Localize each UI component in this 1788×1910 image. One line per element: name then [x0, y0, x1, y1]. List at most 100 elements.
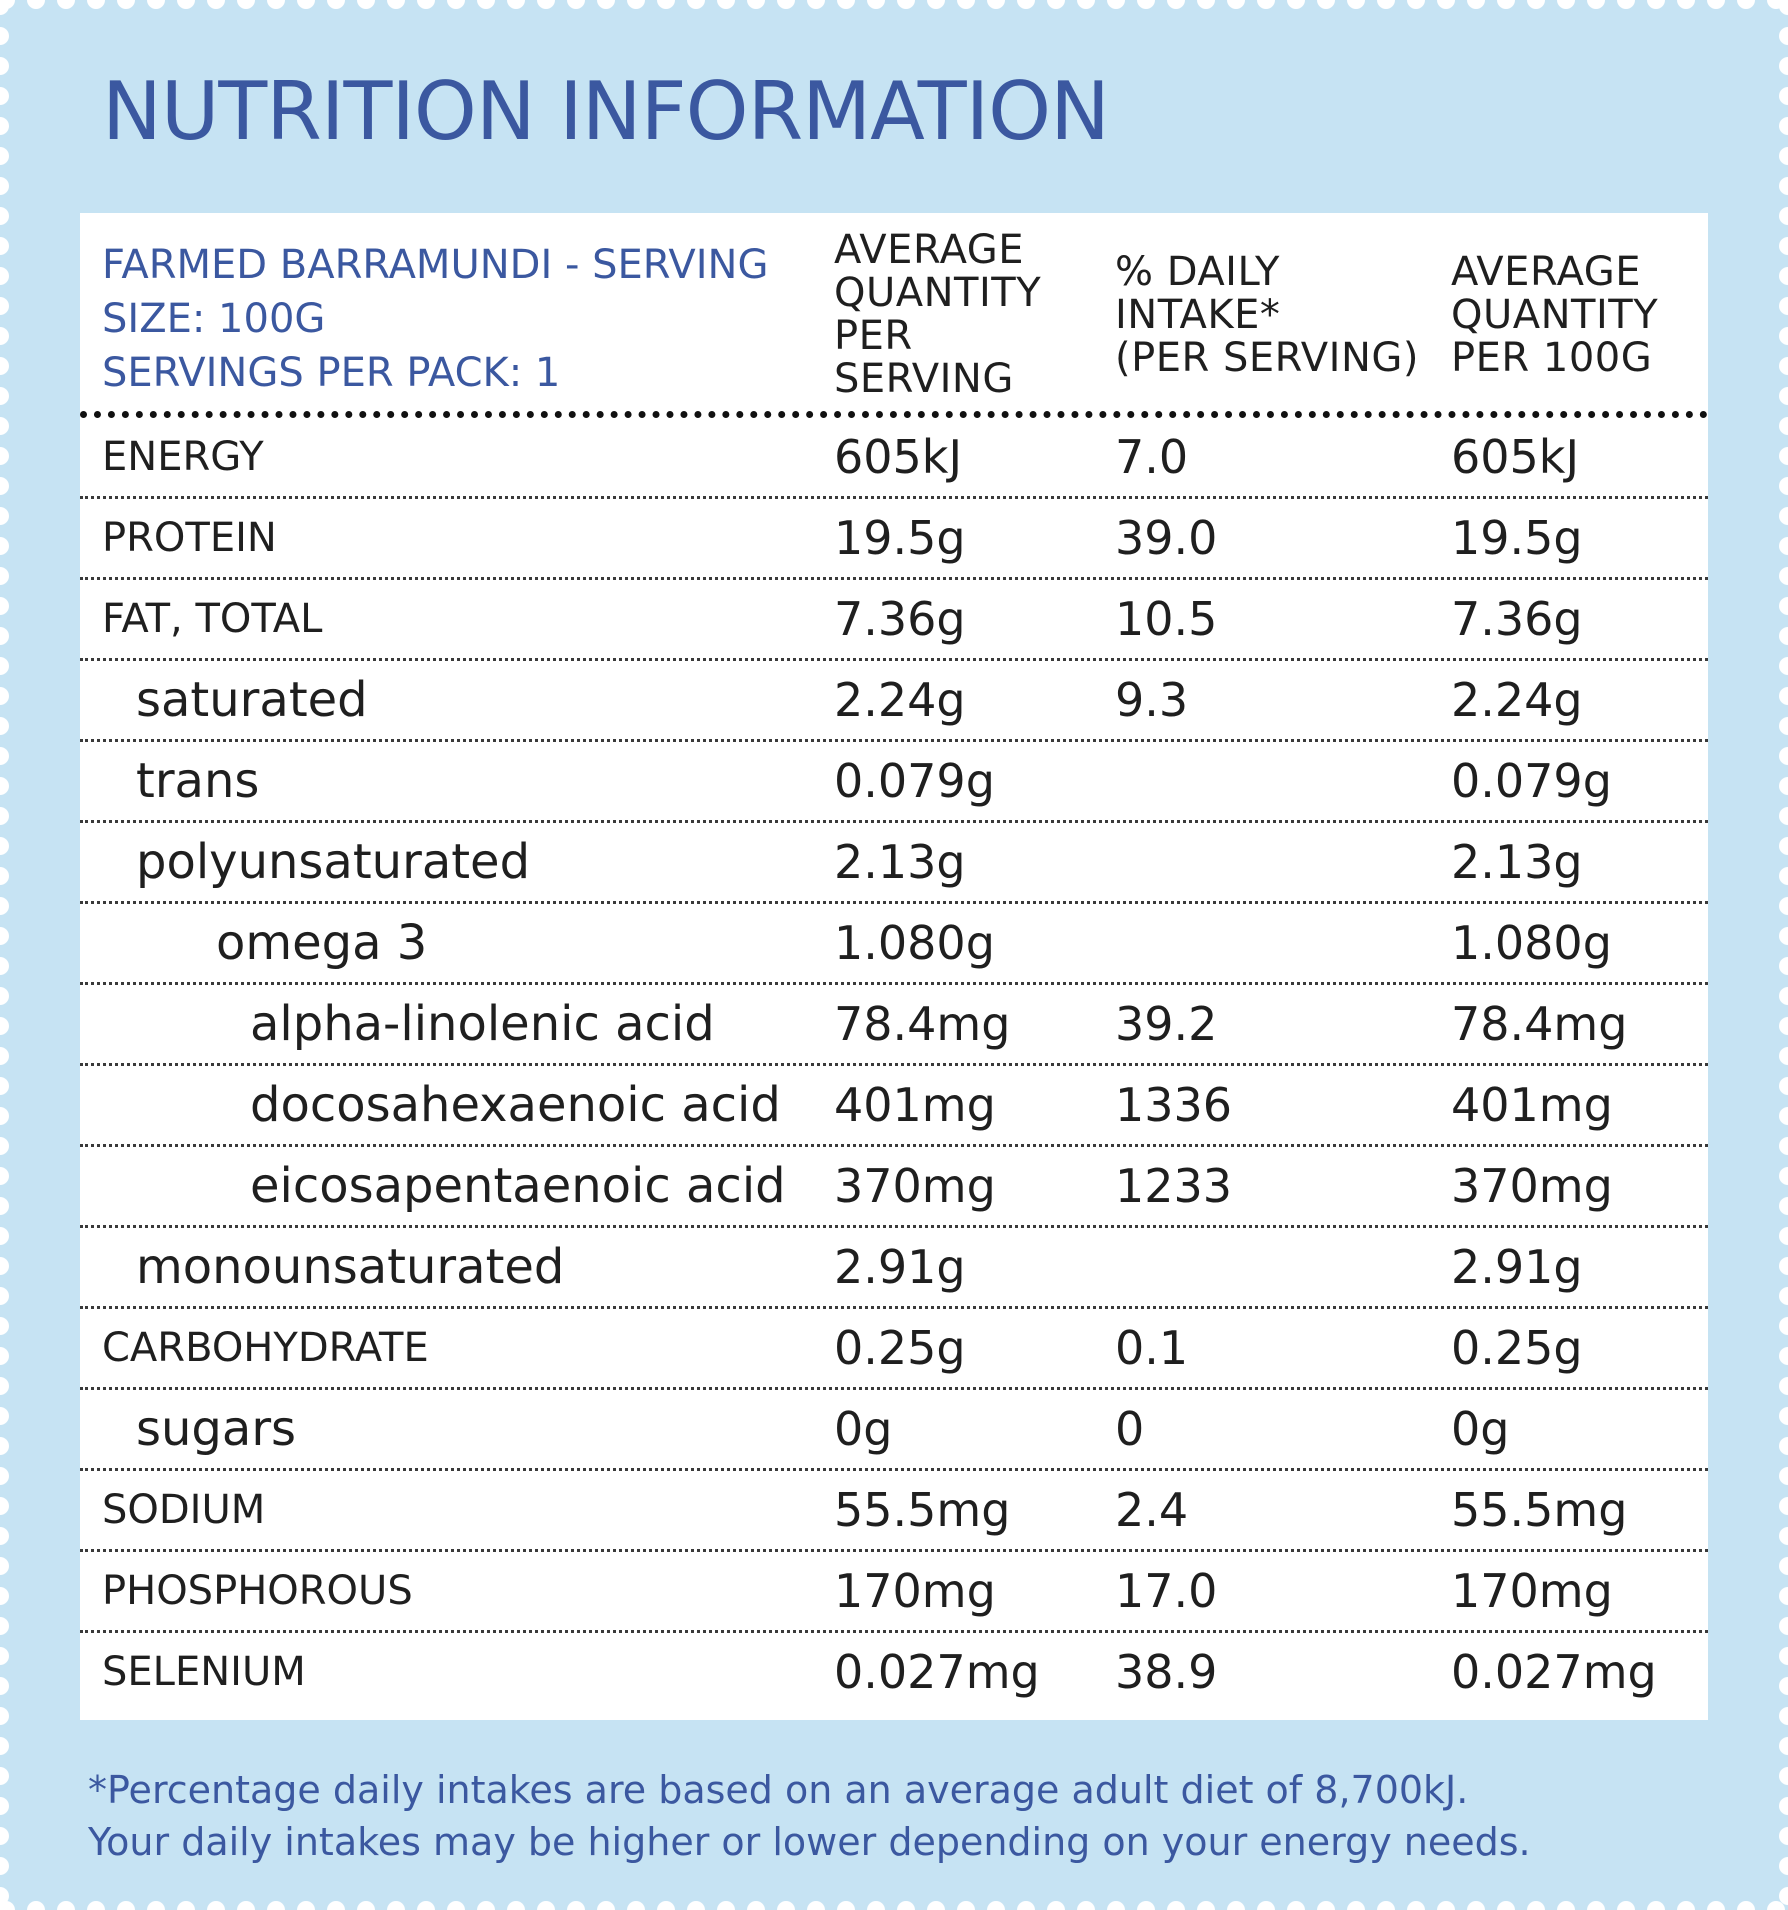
- perforation-notch: [0, 567, 9, 585]
- perforation-notch: [0, 357, 9, 375]
- perforation-notch: [267, 1901, 285, 1910]
- perforation-notch: [357, 1901, 375, 1910]
- perforation-notch: [1779, 1137, 1788, 1155]
- per-100g-value: 19.5g: [1451, 511, 1583, 565]
- perforation-notch: [0, 837, 9, 855]
- perforation-notch: [867, 0, 885, 9]
- perforation-notch: [0, 927, 9, 945]
- perforation-notch: [1287, 1901, 1305, 1910]
- perforation-notch: [1437, 0, 1455, 9]
- perforation-notch: [1557, 1901, 1575, 1910]
- daily-intake-value: 10.5: [1115, 592, 1218, 646]
- perforation-notch: [1017, 0, 1035, 9]
- perforation-notch: [0, 147, 9, 165]
- perforation-notch: [1779, 177, 1788, 195]
- daily-intake-value: 0.1: [1115, 1321, 1189, 1375]
- perforation-notch: [1779, 1767, 1788, 1785]
- column-header-line: AVERAGE: [834, 227, 1025, 273]
- perforation-notch: [1779, 1467, 1788, 1485]
- nutrient-name: FAT, TOTAL: [102, 596, 323, 642]
- perforation-notch: [1779, 27, 1788, 45]
- column-header-daily-intake: % DAILY INTAKE* (PER SERVING): [1115, 251, 1419, 380]
- daily-intake-value: 7.0: [1115, 430, 1189, 484]
- perforation-notch: [627, 0, 645, 9]
- product-header: FARMED BARRAMUNDI - SERVING SIZE: 100G S…: [102, 238, 822, 400]
- perforation-notch: [357, 0, 375, 9]
- perforation-notch: [207, 0, 225, 9]
- perforation-notch: [1377, 0, 1395, 9]
- perforation-notch: [507, 0, 525, 9]
- column-header-line: PER 100G: [1451, 335, 1653, 381]
- perforation-notch: [0, 1857, 9, 1875]
- daily-intake-value: 9.3: [1115, 673, 1189, 727]
- nutrient-name: eicosapentaenoic acid: [250, 1158, 786, 1214]
- perforation-notch: [1779, 87, 1788, 105]
- table-row: trans 0.079g 0.079g: [80, 742, 1708, 823]
- perforation-notch: [1137, 0, 1155, 9]
- perforation-notch: [0, 1047, 9, 1065]
- perforation-notch: [1779, 1437, 1788, 1455]
- perforation-notch: [0, 1227, 9, 1245]
- perforation-notch: [1227, 0, 1245, 9]
- perforation-notch: [0, 267, 9, 285]
- table-row: monounsaturated 2.91g 2.91g: [80, 1228, 1708, 1309]
- perforation-notch: [0, 1707, 9, 1725]
- perforation-notch: [777, 0, 795, 9]
- perforation-notch: [0, 537, 9, 555]
- perforation-notch: [0, 1677, 9, 1695]
- nutrient-name: omega 3: [216, 915, 428, 971]
- per-serving-value: 370mg: [834, 1159, 996, 1213]
- perforation-notch: [567, 1901, 585, 1910]
- perforation-notch: [1467, 0, 1485, 9]
- perforation-notch: [1647, 0, 1665, 9]
- daily-intake-value: 2.4: [1115, 1483, 1189, 1537]
- perforation-notch: [1677, 0, 1695, 9]
- perforation-notch: [1107, 1901, 1125, 1910]
- perforation-notch: [1317, 1901, 1335, 1910]
- perforation-notch: [0, 987, 9, 1005]
- nutrient-name: PHOSPHOROUS: [102, 1568, 413, 1614]
- perforation-notch: [1779, 447, 1788, 465]
- perforation-notch: [0, 1767, 9, 1785]
- nutrient-name: alpha-linolenic acid: [250, 996, 715, 1052]
- perforation-notch: [1227, 1901, 1245, 1910]
- perforation-notch: [597, 0, 615, 9]
- perforation-notch: [1779, 1047, 1788, 1065]
- nutrient-name: SELENIUM: [102, 1649, 306, 1695]
- perforation-notch: [1347, 1901, 1365, 1910]
- perforation-notch: [1779, 507, 1788, 525]
- nutrient-name: SODIUM: [102, 1487, 266, 1533]
- perforation-notch: [1527, 1901, 1545, 1910]
- perforation-notch: [207, 1901, 225, 1910]
- nutrient-name: docosahexaenoic acid: [250, 1077, 781, 1133]
- perforation-notch: [297, 0, 315, 9]
- perforation-notch: [1779, 1287, 1788, 1305]
- footnote-line: Your daily intakes may be higher or lowe…: [88, 1820, 1531, 1864]
- perforation-notch: [717, 0, 735, 9]
- nutrition-table: FARMED BARRAMUNDI - SERVING SIZE: 100G S…: [80, 213, 1708, 1720]
- perforation-notch: [0, 1467, 9, 1485]
- per-serving-value: 7.36g: [834, 592, 966, 646]
- table-row: sugars 0g 0 0g: [80, 1390, 1708, 1471]
- per-100g-value: 370mg: [1451, 1159, 1613, 1213]
- perforation-notch: [1047, 1901, 1065, 1910]
- perforation-notch: [1779, 357, 1788, 375]
- per-100g-value: 401mg: [1451, 1078, 1613, 1132]
- perforation-notch: [957, 0, 975, 9]
- table-row: SELENIUM 0.027mg 38.9 0.027mg: [80, 1633, 1708, 1714]
- perforation-notch: [1779, 837, 1788, 855]
- perforation-notch: [927, 1901, 945, 1910]
- perforation-notch: [117, 1901, 135, 1910]
- column-header-line: QUANTITY: [1451, 292, 1659, 338]
- perforation-notch: [87, 0, 105, 9]
- perforation-notch: [897, 1901, 915, 1910]
- perforation-notch: [1779, 387, 1788, 405]
- perforation-notch: [477, 1901, 495, 1910]
- per-100g-value: 7.36g: [1451, 592, 1583, 646]
- perforation-notch: [297, 1901, 315, 1910]
- table-row: ENERGY 605kJ 7.0 605kJ: [80, 418, 1708, 499]
- perforation-notch: [57, 0, 75, 9]
- perforation-notch: [1779, 1647, 1788, 1665]
